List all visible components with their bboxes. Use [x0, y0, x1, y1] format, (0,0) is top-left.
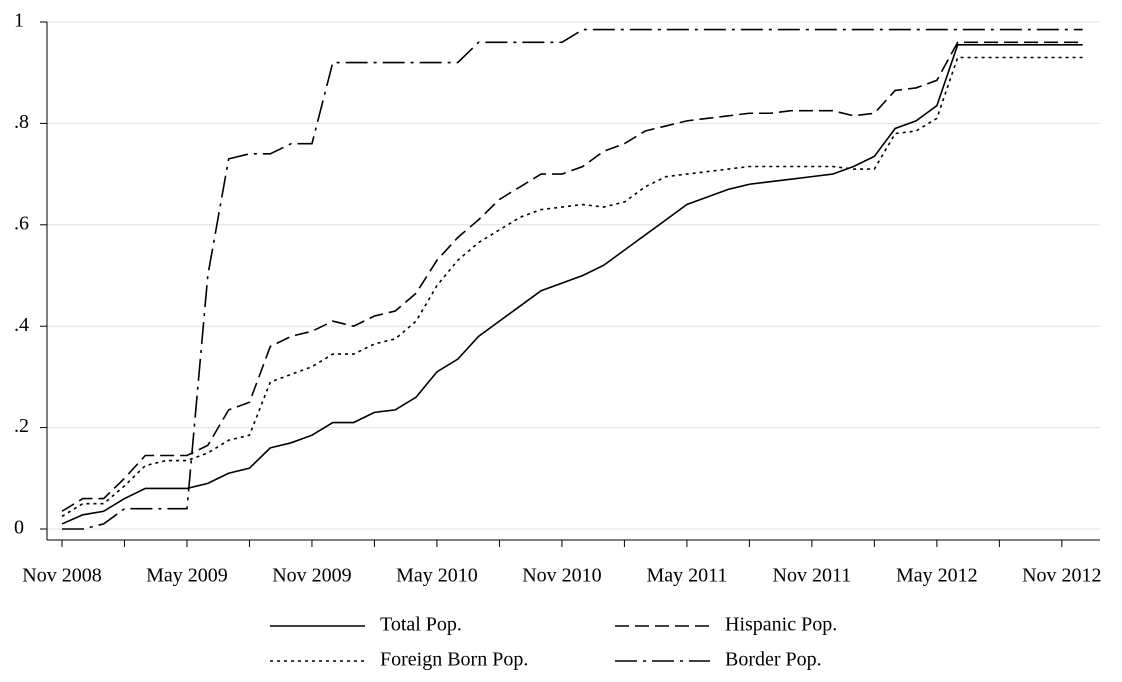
x-tick-label: May 2009: [146, 565, 228, 587]
x-tick-label: Nov 2009: [272, 565, 351, 587]
legend-label: Total Pop.: [380, 614, 462, 636]
x-tick-label: Nov 2011: [773, 565, 852, 587]
x-tick-label: May 2010: [396, 565, 478, 587]
legend-label: Border Pop.: [725, 649, 822, 671]
x-tick-label: Nov 2008: [22, 565, 101, 587]
x-tick-label: May 2012: [896, 565, 978, 587]
series-line: [61, 44, 1083, 525]
y-tick-label: .2: [14, 415, 29, 437]
series-line: [61, 41, 1083, 512]
series-line: [61, 56, 1083, 518]
y-tick-label: .8: [14, 111, 29, 133]
x-tick-label: May 2011: [646, 565, 727, 587]
y-tick-label: 1: [14, 10, 24, 32]
y-tick-label: .6: [14, 212, 29, 234]
x-tick-label: Nov 2012: [1022, 565, 1101, 587]
legend-label: Foreign Born Pop.: [380, 649, 528, 671]
legend-label: Hispanic Pop.: [725, 614, 837, 636]
y-tick-label: 0: [14, 517, 24, 539]
series-line: [62, 28, 1083, 530]
y-tick-label: .4: [14, 314, 29, 336]
x-tick-label: Nov 2010: [522, 565, 601, 587]
